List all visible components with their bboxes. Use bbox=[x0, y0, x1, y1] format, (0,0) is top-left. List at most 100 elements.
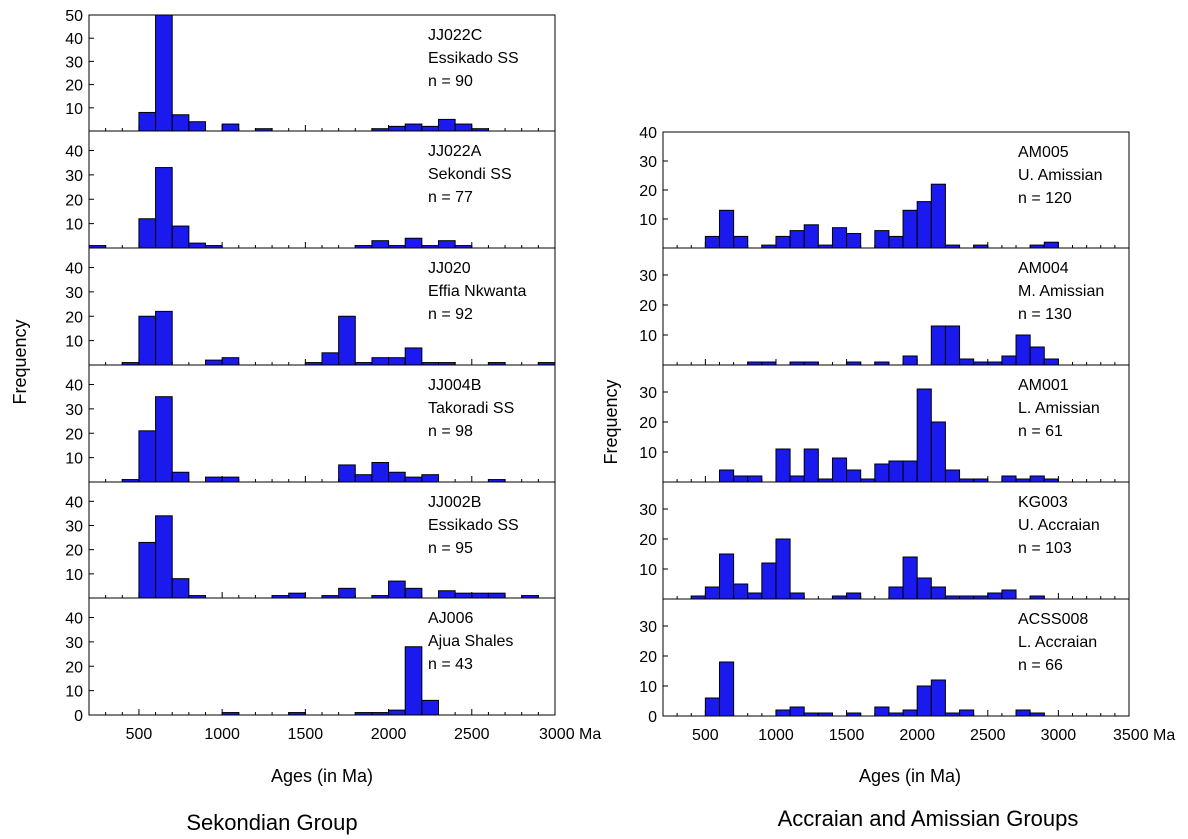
y-tick-label: 20 bbox=[65, 659, 83, 676]
bar bbox=[916, 388, 932, 483]
bar bbox=[803, 224, 819, 249]
bar bbox=[388, 580, 406, 599]
bar bbox=[454, 123, 473, 132]
bar bbox=[205, 359, 223, 366]
bar bbox=[1001, 475, 1017, 483]
y-tick-label: 20 bbox=[65, 309, 83, 326]
x-tick-label: 1000 bbox=[204, 726, 240, 743]
y-tick-label: 20 bbox=[639, 649, 657, 666]
bar bbox=[321, 352, 340, 366]
bar bbox=[874, 463, 890, 483]
sample-label: JJ002B bbox=[428, 494, 481, 511]
x-tick-label: 3000 Ma bbox=[539, 726, 601, 743]
y-tick-label: 30 bbox=[65, 54, 83, 71]
x-tick-label: 2000 bbox=[371, 726, 407, 743]
panel-frame bbox=[662, 598, 1130, 717]
y-tick-label: 40 bbox=[65, 144, 83, 161]
bar bbox=[471, 592, 489, 599]
y-tick-label: 10 bbox=[639, 445, 657, 462]
sample-label: AJ006 bbox=[428, 610, 473, 627]
bar bbox=[775, 538, 791, 600]
n-label: n = 92 bbox=[428, 306, 473, 323]
y-tick-label: 10 bbox=[65, 567, 83, 584]
y-tick-label: 20 bbox=[639, 298, 657, 315]
y-tick-label: 10 bbox=[65, 451, 83, 468]
y-tick-label: 20 bbox=[65, 78, 83, 95]
bar bbox=[1015, 334, 1031, 366]
bar bbox=[1029, 346, 1045, 366]
bar bbox=[733, 235, 749, 249]
bar bbox=[138, 430, 157, 483]
bar bbox=[874, 230, 890, 249]
bar bbox=[138, 315, 157, 366]
panel-am004: 10 20 30 AM004 M. Amissian n = 130 bbox=[639, 247, 1130, 366]
n-label: n = 103 bbox=[1018, 540, 1072, 557]
bar bbox=[902, 709, 918, 717]
bar bbox=[338, 315, 356, 366]
x-tick-label: 2000 bbox=[899, 727, 935, 744]
bar bbox=[1043, 358, 1059, 366]
sample-label: JJ022C bbox=[428, 27, 482, 44]
bar bbox=[733, 583, 749, 600]
bar bbox=[789, 475, 805, 483]
bar bbox=[388, 709, 406, 716]
bar bbox=[944, 469, 961, 483]
formation-label: U. Amissian bbox=[1018, 167, 1102, 184]
bar bbox=[718, 553, 735, 600]
panel-jj020: 10 20 30 40 JJ020 Effia Nkwanta n = 92 bbox=[65, 247, 556, 366]
sample-label: JJ004B bbox=[428, 377, 481, 394]
bar bbox=[930, 679, 946, 717]
bar bbox=[288, 592, 306, 599]
bar bbox=[803, 448, 819, 483]
bar bbox=[404, 476, 423, 483]
y-tick-label: 10 bbox=[65, 101, 83, 118]
bar bbox=[487, 592, 506, 599]
bar bbox=[846, 469, 862, 483]
y-tick-label: 30 bbox=[65, 402, 83, 419]
sample-label: AM005 bbox=[1018, 144, 1069, 161]
bar bbox=[747, 592, 763, 600]
bar bbox=[902, 556, 918, 600]
y-tick-label: 30 bbox=[639, 619, 657, 636]
bar bbox=[388, 125, 406, 132]
bar bbox=[438, 590, 456, 599]
y-tick-label: 30 bbox=[65, 635, 83, 652]
bar bbox=[155, 310, 173, 366]
y-tick-label: 30 bbox=[639, 268, 657, 285]
bar bbox=[747, 475, 763, 483]
bar bbox=[718, 209, 735, 249]
formation-label: L. Accraian bbox=[1018, 634, 1097, 651]
y-tick-label: 10 bbox=[639, 212, 657, 229]
bar bbox=[874, 706, 890, 717]
panel-frame bbox=[88, 597, 556, 716]
bar bbox=[761, 562, 777, 600]
formation-label: Sekondi SS bbox=[428, 166, 512, 183]
right-group-title: Accraian and Amissian Groups bbox=[778, 806, 1079, 831]
bar bbox=[221, 357, 240, 366]
bar bbox=[888, 235, 904, 249]
bar bbox=[831, 457, 848, 483]
formation-label: L. Amissian bbox=[1018, 400, 1100, 417]
sample-label: JJ020 bbox=[428, 260, 471, 277]
y-tick-label: 0 bbox=[74, 708, 83, 725]
y-tick-label: 20 bbox=[639, 183, 657, 200]
x-tick-label: 2500 bbox=[454, 726, 490, 743]
bar bbox=[404, 646, 423, 716]
bar bbox=[138, 541, 157, 599]
bar bbox=[831, 227, 848, 249]
bar bbox=[371, 462, 390, 483]
left-x-axis-title: Ages (in Ma) bbox=[271, 766, 373, 786]
y-tick-label: 30 bbox=[65, 519, 83, 536]
bar bbox=[171, 578, 190, 599]
bar bbox=[138, 111, 157, 132]
bar bbox=[221, 476, 240, 483]
x-tick-label: 1500 bbox=[288, 726, 324, 743]
sample-label: JJ022A bbox=[428, 143, 482, 160]
n-label: n = 77 bbox=[428, 189, 473, 206]
bar bbox=[930, 325, 946, 366]
y-tick-label: 40 bbox=[639, 125, 657, 142]
y-tick-label: 30 bbox=[639, 385, 657, 402]
bar bbox=[1043, 241, 1059, 249]
n-label: n = 66 bbox=[1018, 657, 1063, 674]
bar bbox=[930, 183, 946, 249]
